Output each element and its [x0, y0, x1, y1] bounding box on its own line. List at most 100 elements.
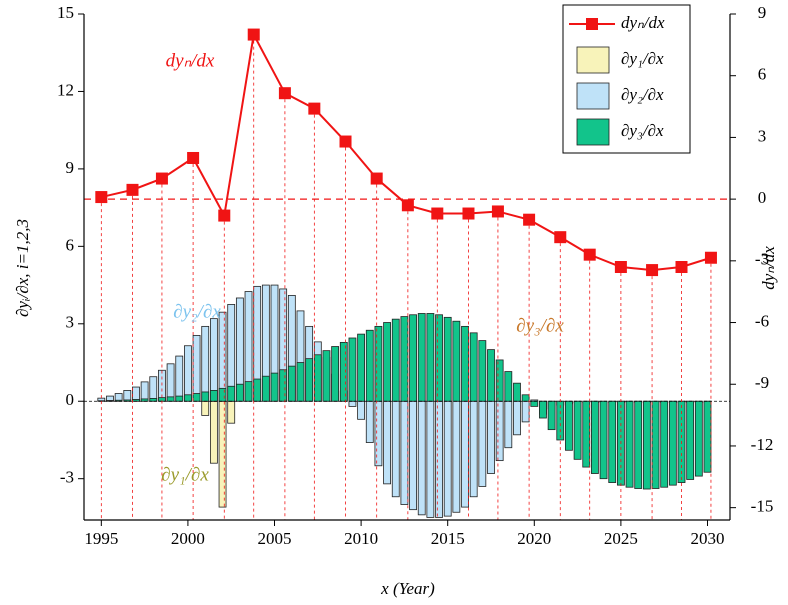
bar [573, 400, 582, 460]
bar [313, 354, 322, 402]
bar [209, 400, 218, 464]
bar [348, 337, 357, 402]
bar [435, 400, 443, 518]
y-tick-label: 15 [57, 3, 74, 22]
bar [201, 400, 210, 416]
legend-label: ∂y₁/∂x [621, 49, 664, 68]
bar [192, 335, 201, 402]
bar [305, 358, 314, 402]
marker [646, 264, 659, 277]
bar [591, 400, 599, 474]
bar [201, 391, 210, 402]
y2-tick-label: -15 [751, 497, 774, 516]
marker [431, 207, 444, 220]
y-tick-label: 9 [66, 158, 75, 177]
y-tick-label: 0 [66, 390, 75, 409]
y-tick-label: -3 [60, 468, 74, 487]
bar [391, 400, 400, 498]
bar [365, 400, 374, 443]
marker [370, 172, 383, 185]
bar [339, 341, 348, 402]
bar [348, 400, 357, 407]
x-tick-label: 2015 [431, 529, 465, 548]
bar [218, 387, 227, 402]
bar [582, 400, 591, 468]
bar [513, 382, 521, 402]
bar [184, 394, 192, 402]
bar [365, 329, 374, 402]
bar [539, 400, 547, 419]
bar [322, 350, 331, 402]
bar [599, 400, 608, 480]
bar [123, 399, 132, 402]
bar [703, 400, 712, 473]
marker [308, 102, 321, 115]
annotation: ∂y₃/∂x [516, 315, 564, 336]
legend-label: ∂y₂/∂x [621, 85, 664, 104]
bar [452, 400, 461, 513]
bar [409, 314, 417, 402]
bar [417, 313, 426, 402]
bar [426, 400, 435, 518]
y2-tick-label: 9 [758, 3, 767, 22]
bar [114, 399, 123, 402]
bar [201, 325, 210, 402]
bar [140, 381, 149, 402]
bar [166, 363, 175, 402]
x-tick-label: 2020 [517, 529, 551, 548]
bar [642, 400, 651, 490]
bar [521, 394, 530, 402]
bar [184, 345, 192, 402]
bar [487, 349, 495, 402]
bar [495, 359, 504, 402]
y2-tick-label: -9 [755, 373, 769, 392]
bar [565, 400, 573, 451]
legend-swatch [576, 118, 610, 146]
x-tick-label: 2025 [604, 529, 638, 548]
bar [668, 400, 677, 486]
y2-tick-label: -12 [751, 435, 774, 454]
bar [495, 400, 504, 462]
y2-tick-label: 0 [758, 188, 767, 207]
bar [409, 400, 417, 511]
y-tick-label: 12 [57, 80, 74, 99]
marker [462, 207, 475, 220]
bar [374, 400, 383, 467]
bar [218, 311, 227, 402]
y2-tick-label: 3 [758, 126, 767, 145]
bar [383, 322, 391, 402]
bar [461, 400, 469, 508]
marker [95, 191, 108, 204]
legend-label: ∂y₃/∂x [621, 121, 664, 140]
bar [469, 332, 478, 402]
marker [247, 28, 260, 41]
bar [530, 400, 539, 407]
marker [339, 135, 352, 148]
annotation: ∂y₁/∂x [161, 464, 209, 485]
bar [149, 398, 158, 402]
bar [694, 400, 703, 477]
y-tick-label: 3 [66, 313, 75, 332]
bar [218, 400, 227, 508]
bar [175, 395, 184, 402]
bar [244, 381, 253, 402]
bar [149, 376, 158, 402]
bar [209, 390, 218, 402]
bar [487, 400, 495, 474]
bar [279, 369, 288, 402]
bar [357, 400, 366, 420]
bar [634, 400, 643, 489]
annotation: dyₙ/dx [166, 50, 215, 71]
y-axis-title: ∂yᵢ/∂x, i=1,2,3 [13, 219, 32, 317]
bar [660, 400, 669, 488]
bar [192, 393, 201, 402]
bar [435, 314, 443, 402]
bar [651, 400, 660, 489]
annotation: ∂y₂/∂x [173, 301, 221, 322]
bar [547, 400, 556, 431]
bar [296, 362, 305, 402]
marker [491, 205, 504, 218]
bar [426, 313, 435, 402]
marker [187, 151, 200, 164]
